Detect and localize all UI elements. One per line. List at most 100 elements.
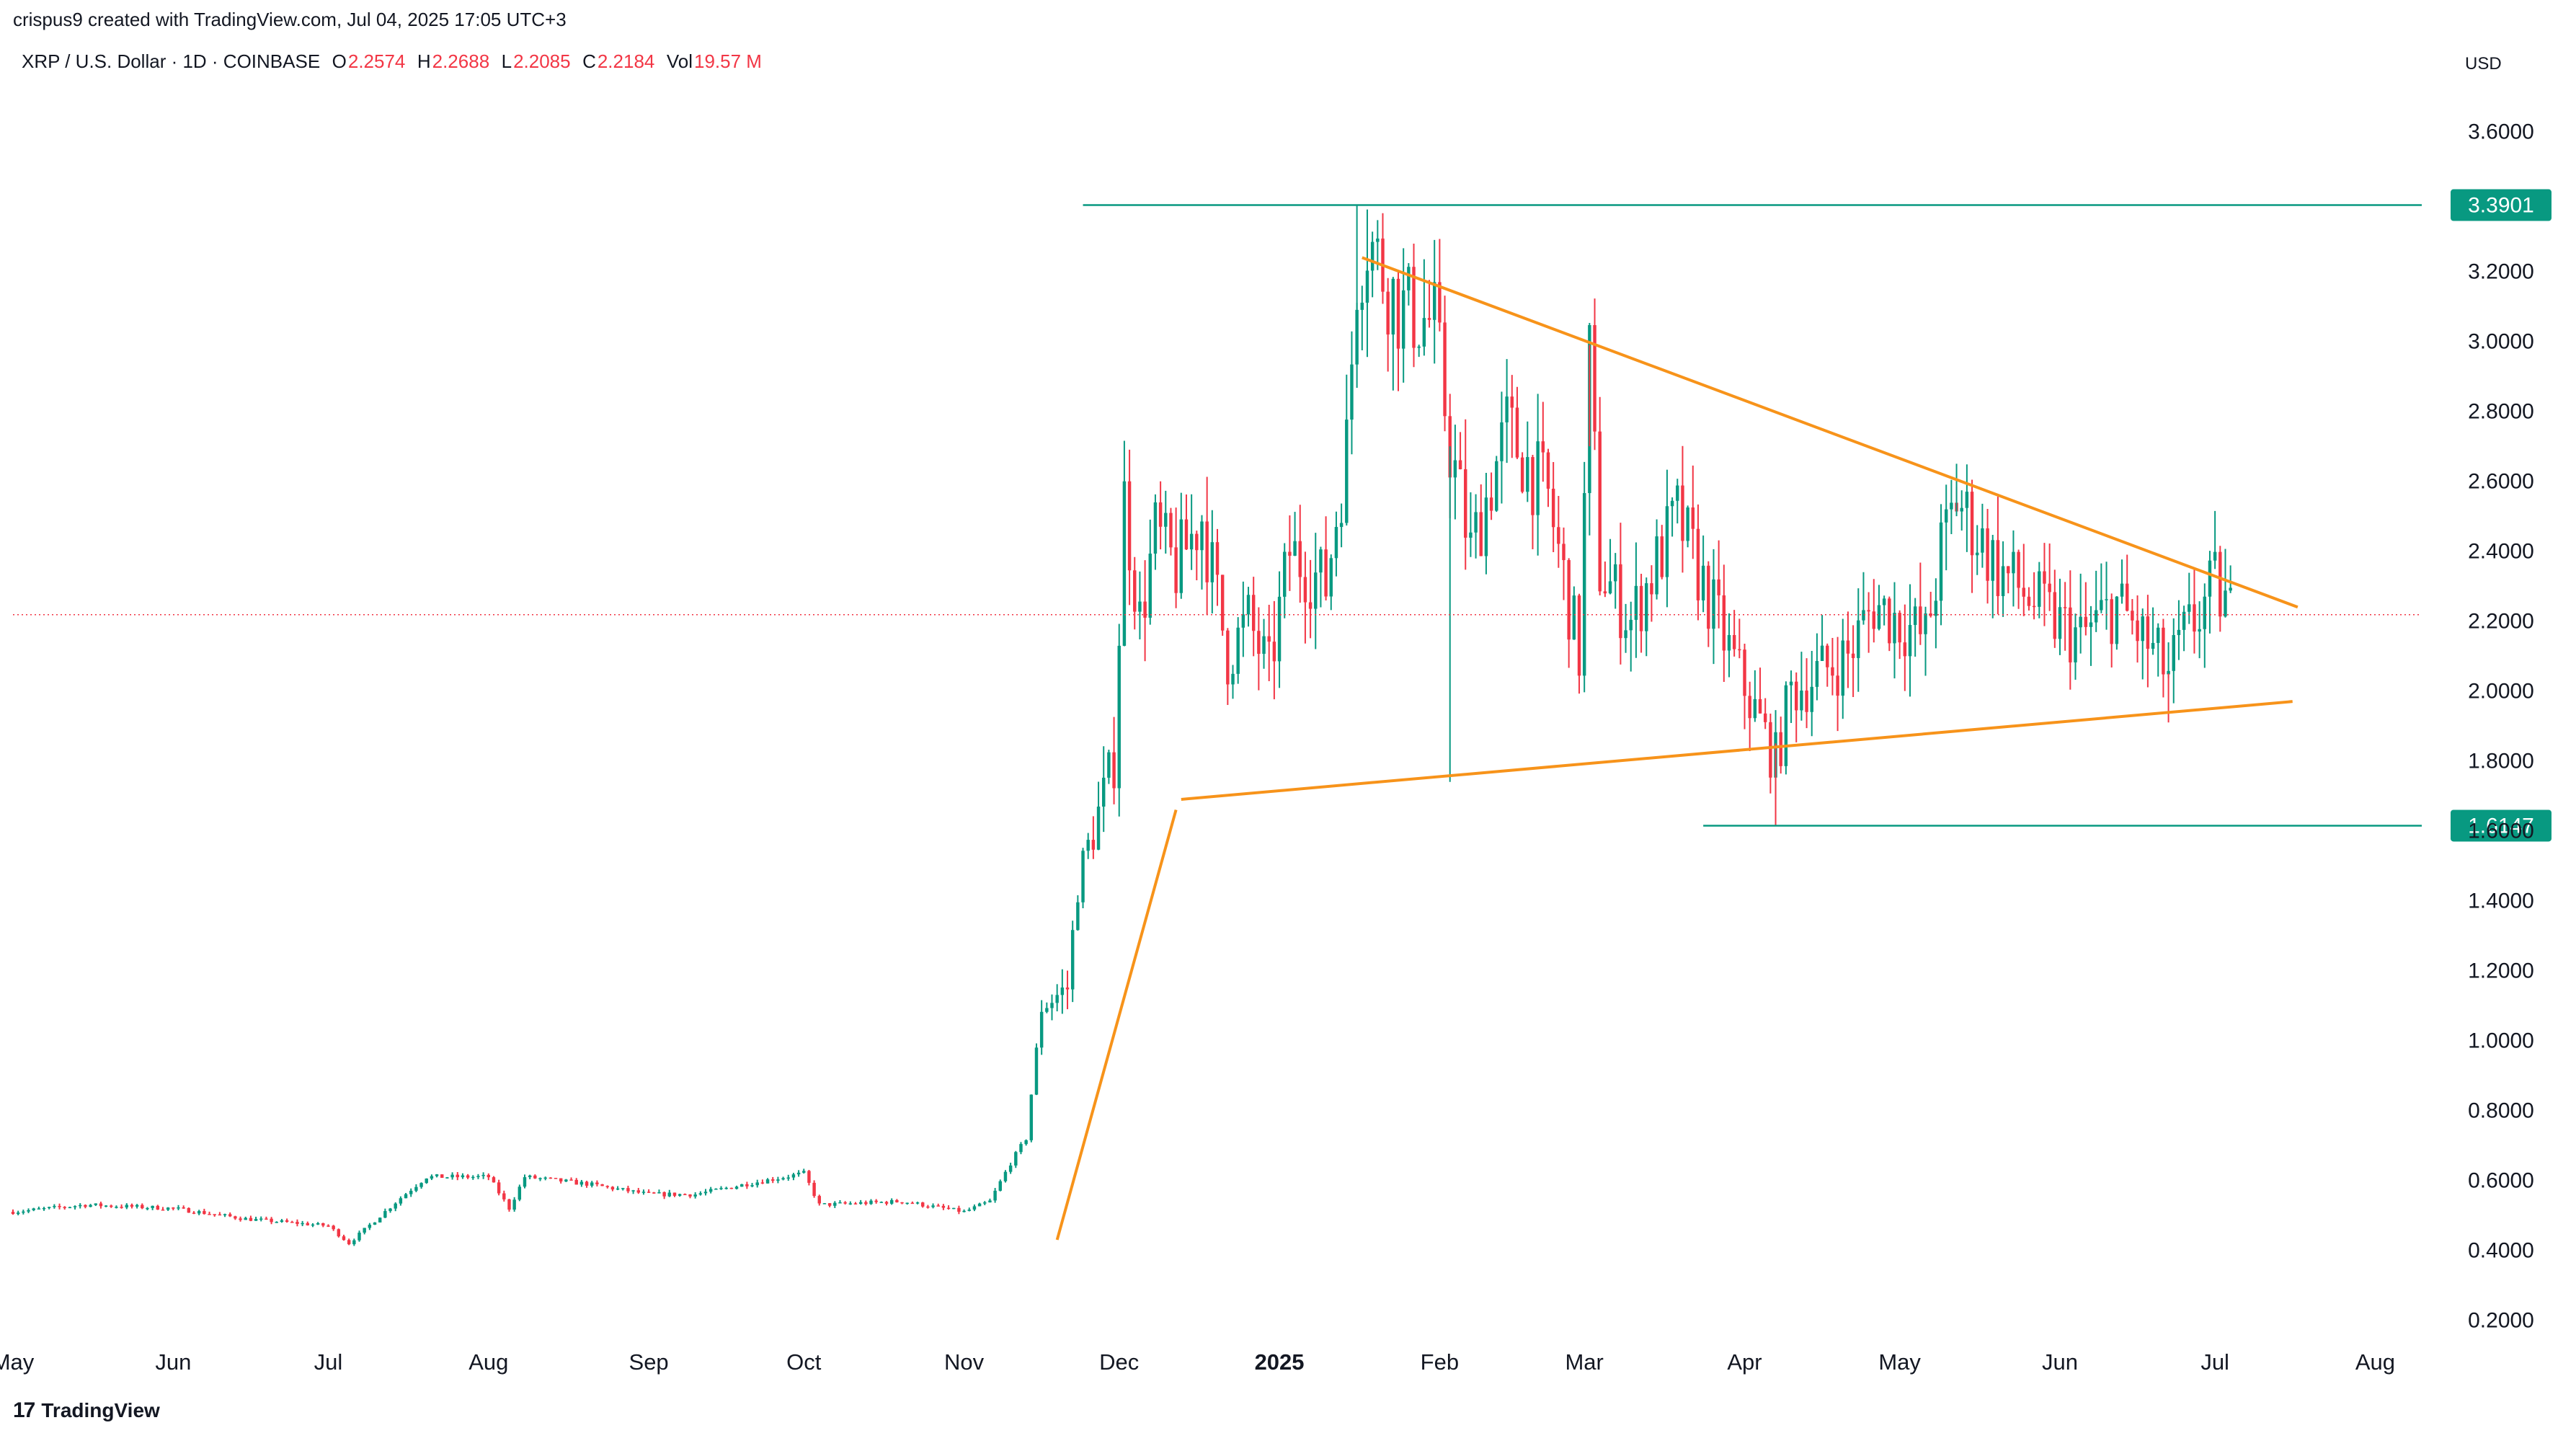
candle: [543, 1176, 547, 1181]
candle: [1924, 606, 1927, 676]
candle: [1401, 248, 1405, 383]
lower-trendline[interactable]: [1181, 700, 2293, 801]
candle: [688, 1194, 692, 1199]
candle: [1055, 984, 1059, 1012]
candle: [265, 1216, 268, 1220]
candle: [523, 1174, 527, 1189]
candle: [11, 1209, 15, 1215]
candle: [1965, 464, 1969, 552]
candle: [2007, 566, 2010, 594]
candle: [1267, 605, 1271, 682]
candle: [771, 1176, 775, 1184]
candle: [1262, 618, 1266, 669]
candle: [1676, 479, 1679, 524]
candle: [1293, 512, 1297, 556]
candle: [915, 1202, 920, 1204]
tradingview-brand[interactable]: 17 TradingView: [13, 1398, 160, 1423]
candle: [1215, 528, 1220, 606]
candle: [327, 1224, 330, 1228]
candle: [822, 1202, 827, 1204]
candle: [1970, 479, 1974, 593]
candle: [1334, 511, 1338, 577]
candle: [2063, 582, 2067, 651]
candle: [16, 1210, 20, 1216]
candle: [203, 1208, 206, 1215]
svg-text:1.6147: 1.6147: [2468, 814, 2534, 838]
y-tick-label: 0.2000: [2468, 1309, 2534, 1333]
candle: [1407, 263, 1411, 306]
candle: [729, 1187, 734, 1189]
candle: [1919, 562, 1922, 645]
candle: [213, 1214, 216, 1217]
y-tick-label: 2.8000: [2468, 400, 2534, 424]
candle: [1112, 716, 1116, 804]
impulse-trendline[interactable]: [1055, 809, 1178, 1241]
resistance-level-label: 3.3901: [2451, 189, 2551, 221]
candle: [518, 1184, 522, 1202]
y-tick-label: 3.6000: [2468, 120, 2534, 144]
candle: [2022, 544, 2026, 616]
candle: [802, 1168, 806, 1174]
candle: [79, 1203, 82, 1209]
candle: [414, 1184, 418, 1192]
candle: [481, 1172, 485, 1179]
candle: [130, 1203, 134, 1209]
candle: [1567, 558, 1571, 668]
candle: [827, 1203, 832, 1207]
candle: [1091, 816, 1096, 859]
candle: [910, 1201, 915, 1204]
candle: [1867, 592, 1870, 653]
candle: [1008, 1163, 1013, 1174]
candle: [1789, 670, 1793, 723]
candle: [177, 1204, 180, 1210]
candle: [1763, 698, 1767, 729]
candle: [1319, 546, 1323, 608]
candle: [564, 1179, 568, 1182]
candle: [378, 1217, 382, 1223]
candle: [1629, 601, 1633, 672]
candle: [616, 1186, 620, 1191]
candle: [807, 1170, 811, 1186]
candle: [889, 1198, 894, 1205]
candle: [1489, 472, 1493, 520]
candle: [858, 1199, 863, 1205]
candle: [1515, 386, 1519, 459]
candle: [1050, 994, 1054, 1021]
candle: [1681, 445, 1684, 573]
candle: [2203, 583, 2207, 668]
y-tick-label: 1.0000: [2468, 1029, 2534, 1053]
candle: [373, 1222, 377, 1225]
candle: [58, 1203, 61, 1210]
candle: [1665, 469, 1669, 608]
candle: [419, 1182, 423, 1189]
candle: [110, 1204, 113, 1208]
candle: [895, 1199, 899, 1203]
candle: [1598, 396, 1602, 596]
candle: [765, 1178, 770, 1184]
candle: [1536, 394, 1540, 556]
candle: [1277, 571, 1282, 688]
candle: [1195, 531, 1199, 580]
candle: [709, 1186, 713, 1194]
candle: [120, 1204, 123, 1209]
candle: [972, 1204, 977, 1212]
candle: [1024, 1139, 1028, 1146]
candle: [926, 1204, 930, 1209]
high-value: 2.2688: [432, 50, 490, 72]
candle: [977, 1202, 982, 1207]
candle: [843, 1201, 847, 1205]
candle: [1014, 1150, 1018, 1168]
candle: [812, 1180, 816, 1198]
candle: [1039, 1000, 1044, 1055]
x-tick-label: May: [1878, 1349, 1921, 1375]
candle: [197, 1210, 201, 1215]
upper-trendline[interactable]: [1362, 256, 2299, 609]
candle: [1805, 658, 1808, 729]
x-tick-label: Apr: [1727, 1349, 1762, 1375]
candle: [249, 1215, 253, 1222]
candle: [1779, 716, 1782, 774]
x-tick-label: Sep: [629, 1349, 669, 1375]
candle: [2120, 559, 2124, 604]
candle: [1929, 591, 1932, 618]
